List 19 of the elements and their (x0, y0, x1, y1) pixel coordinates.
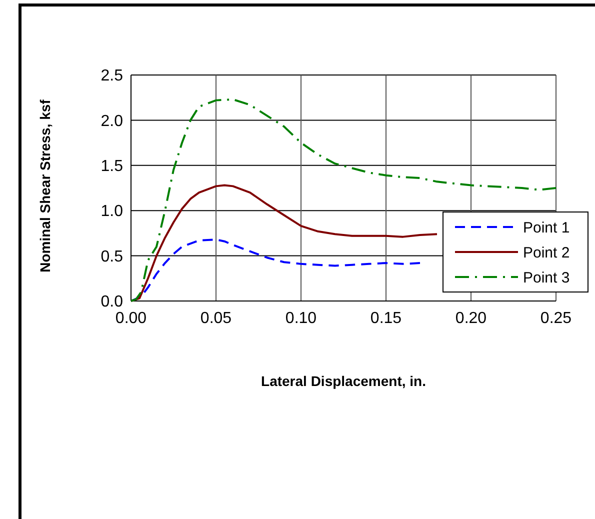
y-tick-label: 1.5 (100, 158, 124, 175)
y-tick-label: 2.0 (100, 112, 124, 130)
y-tick-label: 0.0 (100, 294, 124, 311)
legend-label: Point 2 (523, 244, 570, 262)
line-series (130, 184, 438, 302)
x-tick-label: 0.25 (540, 310, 572, 327)
x-tick-label: 0.15 (370, 310, 402, 327)
y-tick-label: 2.5 (100, 68, 124, 85)
y-tick-label: 0.5 (100, 248, 124, 266)
x-tick-label: 0.00 (115, 310, 147, 327)
x-axis-title: Lateral Displacement, in. (261, 373, 426, 389)
legend-label: Point 1 (523, 219, 570, 236)
y-tick-label: 1.0 (100, 203, 124, 220)
line-series (130, 238, 421, 302)
x-tick-label: 0.05 (200, 310, 232, 327)
x-tick-label: 0.10 (285, 310, 317, 327)
x-tick-label: 0.20 (455, 310, 487, 327)
legend-label: Point 3 (523, 269, 570, 286)
y-axis-title: Nominal Shear Stress, ksf (37, 99, 53, 272)
